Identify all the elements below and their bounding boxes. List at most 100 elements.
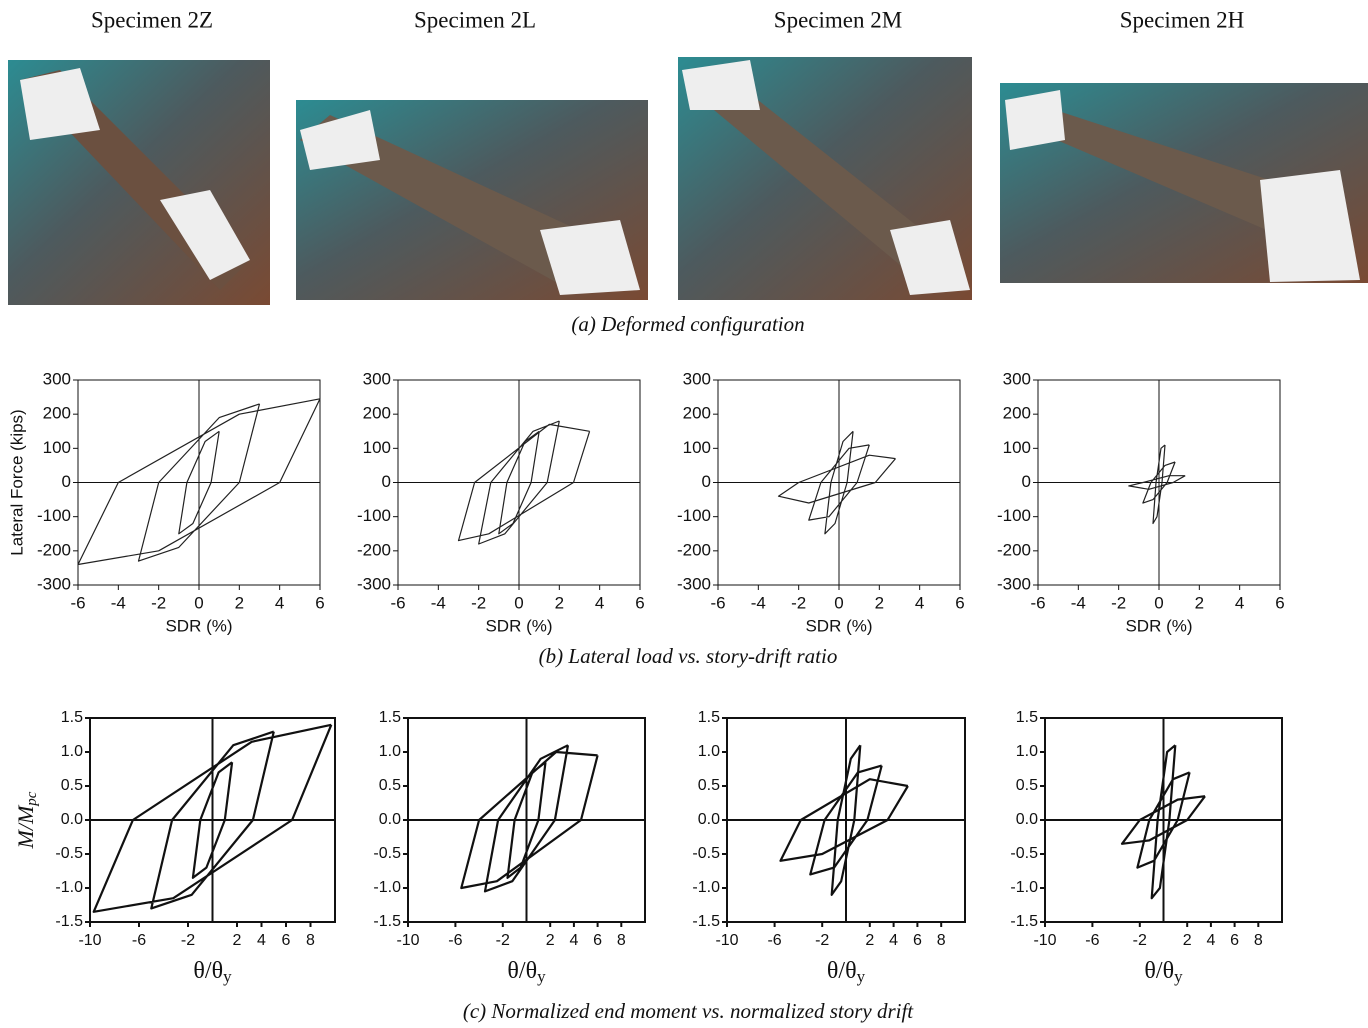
- y-tick-label: 1.5: [698, 709, 720, 726]
- hysteresis-curve: [92, 723, 333, 913]
- specimen-title: Specimen 2Z: [91, 7, 213, 32]
- x-tick-label: 6: [1275, 593, 1284, 612]
- y-tick-label: -1.5: [55, 913, 83, 930]
- y-tick-label: 1.0: [379, 743, 401, 760]
- y-tick-label: 0.5: [1016, 777, 1038, 794]
- x-tick-label: 4: [595, 593, 604, 612]
- x-tick-label: -2: [791, 593, 806, 612]
- x-tick-label: -10: [715, 932, 738, 949]
- y-tick-label: 1.5: [61, 709, 83, 726]
- x-tick-label: 6: [635, 593, 644, 612]
- x-tick-label: -4: [751, 593, 766, 612]
- y-tick-label: 1.5: [379, 709, 401, 726]
- y-tick-label: -200: [357, 540, 391, 559]
- x-tick-label: 2: [875, 593, 884, 612]
- x-tick-label: 4: [915, 593, 924, 612]
- x-tick-label: -10: [1033, 932, 1056, 949]
- y-tick-label: 100: [363, 438, 391, 457]
- y-tick-label: 0: [702, 472, 711, 491]
- x-tick-label: 8: [937, 932, 946, 949]
- x-axis-label: SDR (%): [485, 616, 552, 635]
- x-tick-label: 2: [235, 593, 244, 612]
- x-tick-label: 0: [1154, 593, 1163, 612]
- specimen-title: Specimen 2M: [774, 7, 902, 32]
- x-tick-label: 4: [1206, 932, 1215, 949]
- x-tick-label: -10: [78, 932, 101, 949]
- x-tick-label: -2: [496, 932, 510, 949]
- y-tick-label: 1.0: [61, 743, 83, 760]
- hysteresis-curve: [777, 430, 896, 535]
- y-tick-label: 1.0: [698, 743, 720, 760]
- x-tick-label: -6: [390, 593, 405, 612]
- x-tick-label: 6: [315, 593, 324, 612]
- x-axis-label: SDR (%): [805, 616, 872, 635]
- x-tick-label: 6: [913, 932, 922, 949]
- x-axis-label-main: θ/θ: [1144, 958, 1174, 984]
- x-axis-label-sub: y: [223, 967, 232, 986]
- hysteresis-curve: [1120, 744, 1206, 900]
- y-tick-label: -1.0: [55, 879, 83, 896]
- y-tick-label: -300: [357, 574, 391, 593]
- x-axis-label-main: θ/θ: [193, 958, 223, 984]
- y-tick-label: 0: [1022, 472, 1031, 491]
- x-tick-label: 4: [275, 593, 284, 612]
- y-tick-label: 200: [363, 404, 391, 423]
- hysteresis-curve: [77, 398, 321, 566]
- y-tick-label: -1.5: [1010, 913, 1038, 930]
- x-tick-label: 4: [889, 932, 898, 949]
- x-tick-label: -6: [132, 932, 146, 949]
- x-tick-label: 4: [569, 932, 578, 949]
- x-axis-label: SDR (%): [1125, 616, 1192, 635]
- hysteresis-curve: [1128, 444, 1186, 525]
- y-tick-label: 100: [683, 438, 711, 457]
- y-tick-label: 300: [683, 369, 711, 388]
- x-tick-label: 6: [955, 593, 964, 612]
- hysteresis-curve: [457, 420, 591, 545]
- y-axis-label: Lateral Force (kips): [7, 409, 26, 555]
- x-tick-label: -6: [448, 932, 462, 949]
- y-tick-label: 0.5: [61, 777, 83, 794]
- y-tick-label: 0: [382, 472, 391, 491]
- y-tick-label: 0: [62, 472, 71, 491]
- x-tick-label: 0: [834, 593, 843, 612]
- y-tick-label: -1.0: [1010, 879, 1038, 896]
- x-tick-label: -4: [431, 593, 446, 612]
- y-tick-label: -0.5: [55, 845, 83, 862]
- y-tick-label: -200: [37, 540, 71, 559]
- y-tick-label: 200: [683, 404, 711, 423]
- x-tick-label: -2: [471, 593, 486, 612]
- x-axis-label: θ/θy: [507, 958, 546, 986]
- x-tick-label: -6: [710, 593, 725, 612]
- specimen-title: Specimen 2L: [414, 7, 536, 32]
- x-axis-label-sub: y: [1174, 967, 1183, 986]
- y-tick-label: 100: [1003, 438, 1031, 457]
- y-tick-label: -1.5: [692, 913, 720, 930]
- x-tick-label: 2: [1195, 593, 1204, 612]
- y-tick-label: -1.0: [373, 879, 401, 896]
- x-tick-label: -4: [111, 593, 126, 612]
- hysteresis-curve: [779, 744, 909, 896]
- y-tick-label: 300: [43, 369, 71, 388]
- specimen-title: Specimen 2H: [1120, 7, 1245, 32]
- x-tick-label: -10: [396, 932, 419, 949]
- y-tick-label: -100: [37, 506, 71, 525]
- y-tick-label: -300: [997, 574, 1031, 593]
- x-tick-label: 6: [593, 932, 602, 949]
- x-axis-label: SDR (%): [165, 616, 232, 635]
- y-tick-label: -200: [997, 540, 1031, 559]
- y-axis-label-sub: pc: [24, 791, 40, 807]
- x-tick-label: 4: [1235, 593, 1244, 612]
- y-tick-label: 0.0: [1016, 811, 1038, 828]
- x-axis-label-sub: y: [537, 967, 546, 986]
- x-tick-label: 8: [306, 932, 315, 949]
- y-tick-label: -300: [37, 574, 71, 593]
- y-tick-label: 0.0: [61, 811, 83, 828]
- x-tick-label: 8: [1254, 932, 1263, 949]
- x-tick-label: 6: [282, 932, 291, 949]
- y-tick-label: 1.0: [1016, 743, 1038, 760]
- x-tick-label: 0: [194, 593, 203, 612]
- x-tick-label: -2: [815, 932, 829, 949]
- x-tick-label: -2: [1111, 593, 1126, 612]
- photo: [296, 100, 648, 300]
